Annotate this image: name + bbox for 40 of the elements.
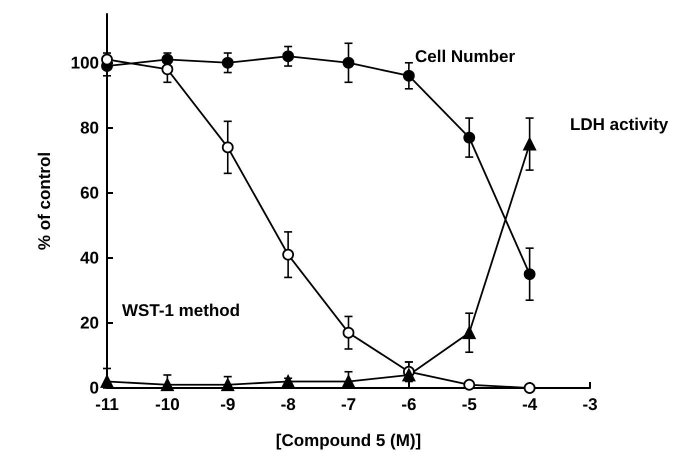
point (342, 326, 354, 339)
x-tick-label: -11 (95, 395, 119, 414)
point (221, 378, 234, 392)
y-tick-label: 40 (80, 248, 99, 268)
annotation: Cell Number (415, 47, 516, 66)
point (282, 375, 295, 388)
point (402, 368, 416, 382)
point (524, 268, 536, 280)
point (524, 382, 536, 394)
point (463, 132, 476, 144)
annotation: LDH activity (570, 115, 669, 134)
y-tick-label: 100 (70, 53, 99, 72)
x-tick-label: -4 (522, 395, 538, 414)
point (463, 378, 476, 391)
x-tick-label: -5 (462, 395, 477, 414)
x-tick-label: -7 (340, 395, 356, 414)
annotation: WST-1 method (122, 301, 240, 320)
point (402, 70, 415, 82)
point (100, 375, 114, 388)
point (222, 141, 234, 154)
point (342, 56, 354, 69)
point (160, 378, 174, 392)
x-axis-title: [Compound 5 (M)] (276, 431, 422, 450)
x-tick-label: -3 (582, 395, 598, 414)
point (462, 326, 476, 340)
point (222, 56, 234, 69)
point (161, 63, 174, 76)
point (282, 50, 294, 62)
x-tick-label: -8 (280, 395, 296, 414)
point (523, 138, 536, 150)
y-tick-label: 80 (80, 118, 99, 138)
point (342, 375, 355, 388)
y-tick-label: 20 (80, 313, 99, 332)
x-tick-label: -9 (220, 395, 236, 414)
x-tick-label: -10 (155, 395, 180, 414)
x-tick-label: -6 (401, 395, 416, 414)
point (282, 248, 294, 261)
y-axis-title: % of control (35, 152, 54, 250)
y-tick-label: 60 (80, 183, 99, 202)
y-tick-label: 0 (90, 378, 99, 398)
